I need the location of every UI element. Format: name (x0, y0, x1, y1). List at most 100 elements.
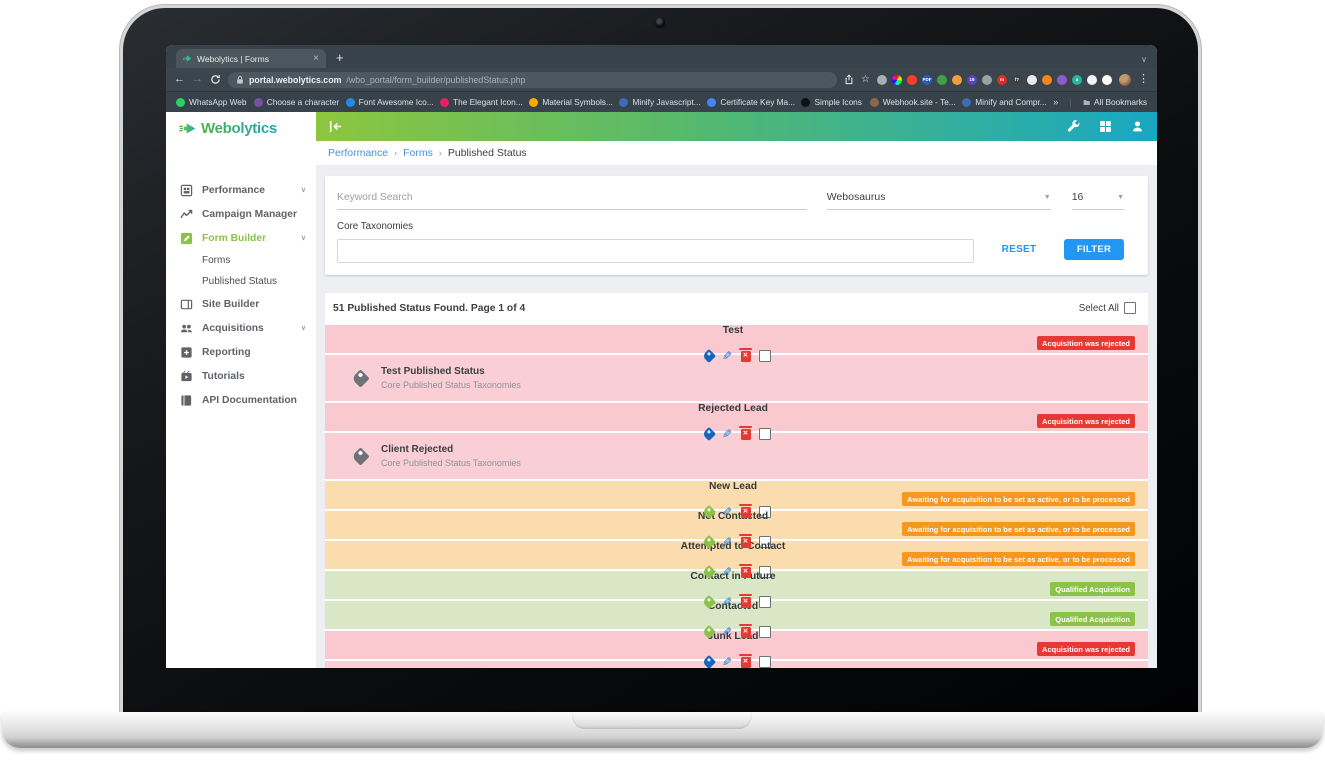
new-tab-button[interactable]: + (336, 50, 344, 65)
row-actions: ✎ ✕ (702, 504, 771, 520)
sidebar-item-tutorials[interactable]: Tutorials (166, 364, 316, 388)
delete-icon[interactable]: ✕ (739, 504, 753, 518)
edit-icon[interactable]: ✎ (722, 505, 733, 519)
lightshot-extension-icon[interactable] (907, 74, 917, 85)
purple-extension-icon[interactable]: 19 (967, 74, 977, 85)
all-bookmarks-button[interactable]: All Bookmarks (1083, 97, 1147, 107)
share-icon[interactable] (844, 74, 854, 85)
row-checkbox[interactable] (758, 626, 771, 638)
fonts-extension-icon[interactable]: f? (1012, 74, 1022, 85)
reset-button[interactable]: RESET (1001, 243, 1037, 255)
bookmark-item[interactable]: Minify Javascript... (619, 97, 701, 107)
apps-grid-icon[interactable] (1098, 119, 1113, 134)
row-actions: ✎ ✕ (702, 594, 771, 610)
row-checkbox[interactable] (758, 596, 771, 608)
light-circle-extension-icon[interactable] (1027, 74, 1037, 85)
bookmark-item[interactable]: Simple Icons (801, 97, 862, 107)
bookmarks-overflow-icon[interactable]: » (1053, 97, 1059, 107)
ruler-extension-icon[interactable] (952, 74, 962, 85)
delete-icon[interactable]: ✕ (739, 594, 753, 608)
collapse-sidebar-icon[interactable] (328, 119, 343, 134)
webolytics-logo[interactable]: Webolytics (166, 112, 316, 144)
edit-icon[interactable]: ✎ (722, 535, 733, 549)
green-check-extension-icon[interactable] (937, 74, 947, 85)
bookmark-item[interactable]: The Elegant Icon... (440, 97, 523, 107)
delete-icon[interactable]: ✕ (739, 426, 753, 440)
account-select[interactable]: Webosaurus ▼ (826, 191, 1051, 210)
tab-close-icon[interactable]: × (313, 52, 319, 64)
row-checkbox[interactable] (758, 536, 771, 548)
delete-icon[interactable]: ✕ (739, 624, 753, 638)
flower-extension-icon[interactable] (982, 74, 992, 85)
folder-icon (1083, 99, 1090, 105)
tools-wrench-icon[interactable] (1066, 119, 1081, 134)
delete-icon[interactable]: ✕ (739, 654, 753, 668)
sidebar-item-campaign-manager[interactable]: Campaign Manager (166, 202, 316, 226)
row-checkbox[interactable] (758, 506, 771, 518)
bookmark-item[interactable]: Webhook.site - Te... (869, 97, 956, 107)
puzzle-extension-icon[interactable] (1087, 74, 1097, 85)
m-extension-icon[interactable]: m (997, 74, 1007, 85)
main-panel: Performance › Forms › Published Status Keywo… (316, 112, 1157, 668)
sidebar-extension-icon[interactable] (1102, 74, 1112, 85)
keyword-search-input[interactable]: Keyword Search (337, 192, 807, 210)
profile-avatar[interactable] (1119, 73, 1131, 86)
filter-button[interactable]: FILTER (1064, 238, 1124, 260)
edit-icon[interactable]: ✎ (722, 349, 733, 363)
breadcrumb-performance[interactable]: Performance (328, 147, 389, 159)
back-button[interactable]: ← (174, 73, 185, 85)
delete-icon[interactable]: ✕ (739, 534, 753, 548)
color-wheel-extension-icon[interactable] (892, 74, 902, 85)
breadcrumb-forms[interactable]: Forms (403, 147, 433, 159)
sidebar-item-published-status[interactable]: Published Status (166, 271, 316, 292)
forward-button[interactable]: → (192, 73, 203, 85)
sidebar-item-performance[interactable]: Performance ∨ (166, 178, 316, 202)
delete-icon[interactable]: ✕ (739, 564, 753, 578)
delete-icon[interactable]: ✕ (739, 348, 753, 362)
gear-extension-icon[interactable] (877, 74, 887, 85)
row-checkbox[interactable] (758, 656, 771, 668)
report-icon (180, 346, 193, 359)
sidebar-item-forms[interactable]: Forms (166, 250, 316, 271)
sidebar-item-reporting[interactable]: Reporting (166, 340, 316, 364)
purple-circle-extension-icon[interactable] (1057, 74, 1067, 85)
bookmark-item[interactable]: WhatsApp Web (176, 97, 247, 107)
tag-icon[interactable] (702, 348, 717, 364)
bookmark-item[interactable]: Font Awesome Ico... (345, 97, 434, 107)
url-bar[interactable]: portal.webolytics.com/wbo_portal/form_bu… (228, 71, 838, 88)
sidebar-item-acquisitions[interactable]: Acquisitions ∨ (166, 316, 316, 340)
bookmark-star-icon[interactable]: ☆ (861, 73, 870, 85)
user-profile-icon[interactable] (1130, 119, 1145, 134)
core-taxonomies-input[interactable] (337, 239, 974, 263)
edit-icon[interactable]: ✎ (722, 595, 733, 609)
edit-icon[interactable]: ✎ (722, 565, 733, 579)
edit-icon[interactable]: ✎ (722, 427, 733, 441)
row-actions: ✎ ✕ (702, 624, 771, 640)
bookmark-item[interactable]: Choose a character (253, 97, 339, 107)
browser-menu-icon[interactable]: ⋮ (1138, 73, 1149, 85)
bookmark-item[interactable]: Minify and Compr... (962, 97, 1047, 107)
sidebar-nav: Performance ∨ Campaign Manager Form Builder… (166, 144, 316, 412)
tag-icon[interactable] (702, 426, 717, 442)
tab-search-caret-icon[interactable]: ∨ (1141, 55, 1147, 64)
a-extension-icon[interactable]: a (1072, 74, 1082, 85)
bookmark-item[interactable]: Certificate Key Ma... (707, 97, 795, 107)
reload-button[interactable] (210, 74, 221, 85)
browser-tab[interactable]: Webolytics | Forms × (176, 49, 326, 68)
row-checkbox[interactable] (758, 566, 771, 578)
row-checkbox[interactable] (758, 428, 771, 440)
tag-icon[interactable] (702, 654, 717, 668)
metamask-extension-icon[interactable] (1042, 74, 1052, 85)
edit-icon[interactable]: ✎ (722, 625, 733, 639)
pdf-extension-icon[interactable]: PDF (922, 74, 932, 85)
row-checkbox[interactable] (758, 350, 771, 362)
select-all-checkbox[interactable] (1124, 302, 1136, 314)
sidebar-item-form-builder[interactable]: Form Builder ∨ (166, 226, 316, 250)
bookmark-label: Simple Icons (814, 97, 862, 107)
page-size-select[interactable]: 16 ▼ (1071, 191, 1124, 210)
bookmark-item[interactable]: Material Symbols... (529, 97, 613, 107)
bookmark-favicon (869, 97, 879, 107)
sidebar-item-site-builder[interactable]: Site Builder (166, 292, 316, 316)
edit-icon[interactable]: ✎ (722, 655, 733, 668)
sidebar-item-api-documentation[interactable]: API Documentation (166, 388, 316, 412)
